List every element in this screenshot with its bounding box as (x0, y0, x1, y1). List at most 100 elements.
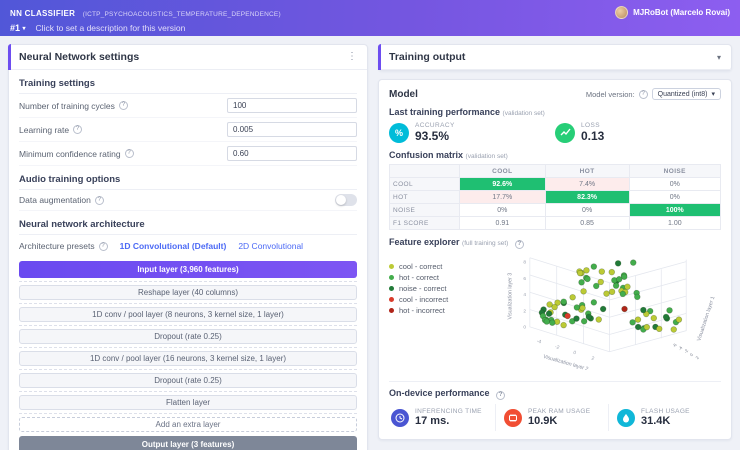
model-section: Model Model version: ? Quantized (int8) … (378, 79, 732, 440)
legend-dot (389, 264, 394, 269)
version-selector[interactable]: #1 ▾ (10, 23, 26, 33)
accuracy-label: ACCURACY (415, 122, 455, 129)
loss-label: LOSS (581, 122, 600, 129)
layer-dropzone[interactable] (19, 368, 357, 371)
accuracy-value: 93.5% (415, 129, 450, 143)
svg-text:8: 8 (523, 260, 526, 266)
audio-options-heading: Audio training options (19, 166, 357, 190)
legend-dot (389, 308, 394, 313)
svg-text:0: 0 (523, 325, 526, 331)
project-heading: NN CLASSIFIER (ICTP_PSYCHOACOUSTICS_TEMP… (10, 3, 281, 21)
loss-metric: LOSS 0.13 (555, 122, 721, 143)
input-layer-block[interactable]: Input layer (3,960 features) (19, 261, 357, 278)
on-device-performance: On-device performance ? INFERENCING TIME… (389, 381, 721, 431)
model-version-dropdown[interactable]: Quantized (int8) ▾ (651, 88, 721, 100)
legend-item[interactable]: cool - correct (389, 262, 477, 271)
svg-text:0: 0 (689, 352, 695, 357)
last-training-heading: Last training performance (validation se… (389, 107, 545, 117)
layer-dropzone[interactable] (19, 412, 357, 415)
main-content: Neural Network settings ⋮ Training setti… (0, 36, 740, 450)
min-confidence-input[interactable] (227, 146, 357, 161)
user-menu[interactable]: MJRoBot (Marcelo Rovai) (615, 5, 730, 19)
flash-usage-tile: FLASH USAGE 31.4K (608, 404, 721, 431)
confusion-matrix-table: COOL HOT NOISE COOL 92.6% 7.4% 0% HOT 17… (389, 164, 722, 230)
legend-item[interactable]: cool - incorrect (389, 295, 477, 304)
corner-cell (389, 164, 460, 178)
collapse-icon[interactable]: ▾ (716, 52, 721, 62)
row-label: NOISE (389, 203, 460, 217)
panel-title: Neural Network settings (19, 51, 140, 63)
model-version-label-wrap: Model version: ? (585, 89, 648, 99)
model-version-label: Model version: (585, 89, 635, 99)
layer-dropzone[interactable] (19, 302, 357, 305)
architecture-presets-row: Architecture presets ? 1D Convolutional … (19, 235, 357, 256)
matrix-cell: 82.3% (544, 190, 630, 204)
version-number: #1 (10, 23, 21, 33)
toggle-knob (336, 195, 346, 205)
preset-1d-convolutional[interactable]: 1D Convolutional (Default) (119, 241, 227, 251)
output-layer-block[interactable]: Output layer (3 features) (19, 436, 357, 450)
legend-item[interactable]: hot - incorrect (389, 306, 477, 315)
clock-icon (391, 408, 409, 427)
dropout-2-block[interactable]: Dropout (rate 0.25) (19, 373, 357, 388)
row-label: HOT (389, 190, 460, 204)
legend-dot (389, 275, 394, 280)
info-icon[interactable]: ? (638, 89, 648, 99)
field-row-training-cycles: Number of training cycles ? (19, 94, 357, 118)
info-icon[interactable]: ? (98, 241, 108, 251)
flatten-layer-block[interactable]: Flatten layer (19, 395, 357, 410)
feature-explorer-legend: cool - correct hot - correct noise - cor… (389, 252, 477, 375)
version-description[interactable]: Click to set a description for this vers… (35, 23, 186, 33)
validation-set-note: (validation set) (502, 110, 545, 117)
layer-dropzone[interactable] (19, 390, 357, 393)
info-icon[interactable]: ? (118, 101, 128, 110)
presets-label-wrap: Architecture presets ? (19, 241, 108, 251)
full-training-set-note: (full training set) (462, 240, 509, 247)
svg-text:2: 2 (591, 356, 596, 363)
peak-ram-tile: PEAK RAM USAGE 10.9K (495, 404, 608, 431)
field-label: Minimum confidence rating ? (19, 149, 134, 159)
dropout-1-block[interactable]: Dropout (rate 0.25) (19, 329, 357, 344)
info-icon[interactable]: ? (124, 149, 134, 158)
matrix-cell: 100% (628, 203, 722, 217)
data-augmentation-label: Data augmentation (19, 195, 91, 205)
layer-dropzone[interactable] (19, 324, 357, 327)
x-axis-ticks: -4 -2 0 2 (536, 338, 595, 362)
conv-layer-1-block[interactable]: 1D conv / pool layer (8 neurons, 3 kerne… (19, 307, 357, 322)
layer-dropzone[interactable] (19, 280, 357, 283)
training-output-column: Training output ▾ Model Model version: ?… (378, 44, 732, 440)
training-cycles-input[interactable] (227, 98, 357, 113)
accuracy-metric: % ACCURACY 93.5% (389, 122, 555, 143)
presets-label: Architecture presets (19, 241, 95, 251)
matrix-cell: 92.6% (459, 177, 546, 191)
nn-settings-panel: Neural Network settings ⋮ Training setti… (8, 44, 368, 450)
layer-dropzone[interactable] (19, 346, 357, 349)
project-title: NN CLASSIFIER (10, 9, 76, 18)
confusion-matrix-heading: Confusion matrix (validation set) (389, 150, 508, 160)
layer-stack: Input layer (3,960 features) Reshape lay… (19, 261, 357, 450)
performance-heading: On-device performance ? (389, 388, 721, 400)
legend-item[interactable]: hot - correct (389, 273, 477, 282)
legend-item[interactable]: noise - correct (389, 284, 477, 293)
kebab-menu-icon[interactable]: ⋮ (347, 51, 357, 62)
training-output-panel: Training output ▾ (378, 44, 732, 71)
storage-icon (617, 408, 635, 427)
add-extra-layer-button[interactable]: Add an extra layer (19, 417, 357, 432)
info-icon[interactable]: ? (496, 391, 506, 400)
percent-icon: % (389, 122, 409, 143)
learning-rate-input[interactable] (227, 122, 357, 137)
matrix-cell: 0% (628, 190, 722, 204)
preset-2d-convolutional[interactable]: 2D Convolutional (238, 241, 304, 251)
info-icon[interactable]: ? (73, 125, 83, 134)
data-augmentation-toggle[interactable] (335, 194, 357, 206)
memory-chip-icon (504, 408, 522, 427)
field-row-min-confidence: Minimum confidence rating ? (19, 142, 357, 166)
panel-title: Training output (389, 51, 466, 63)
field-label: Data augmentation ? (19, 195, 104, 205)
reshape-layer-block[interactable]: Reshape layer (40 columns) (19, 285, 357, 300)
info-icon[interactable]: ? (514, 240, 524, 249)
info-icon[interactable]: ? (94, 195, 104, 205)
conv-layer-2-block[interactable]: 1D conv / pool layer (16 neurons, 3 kern… (19, 351, 357, 366)
row-label: F1 SCORE (389, 216, 460, 230)
